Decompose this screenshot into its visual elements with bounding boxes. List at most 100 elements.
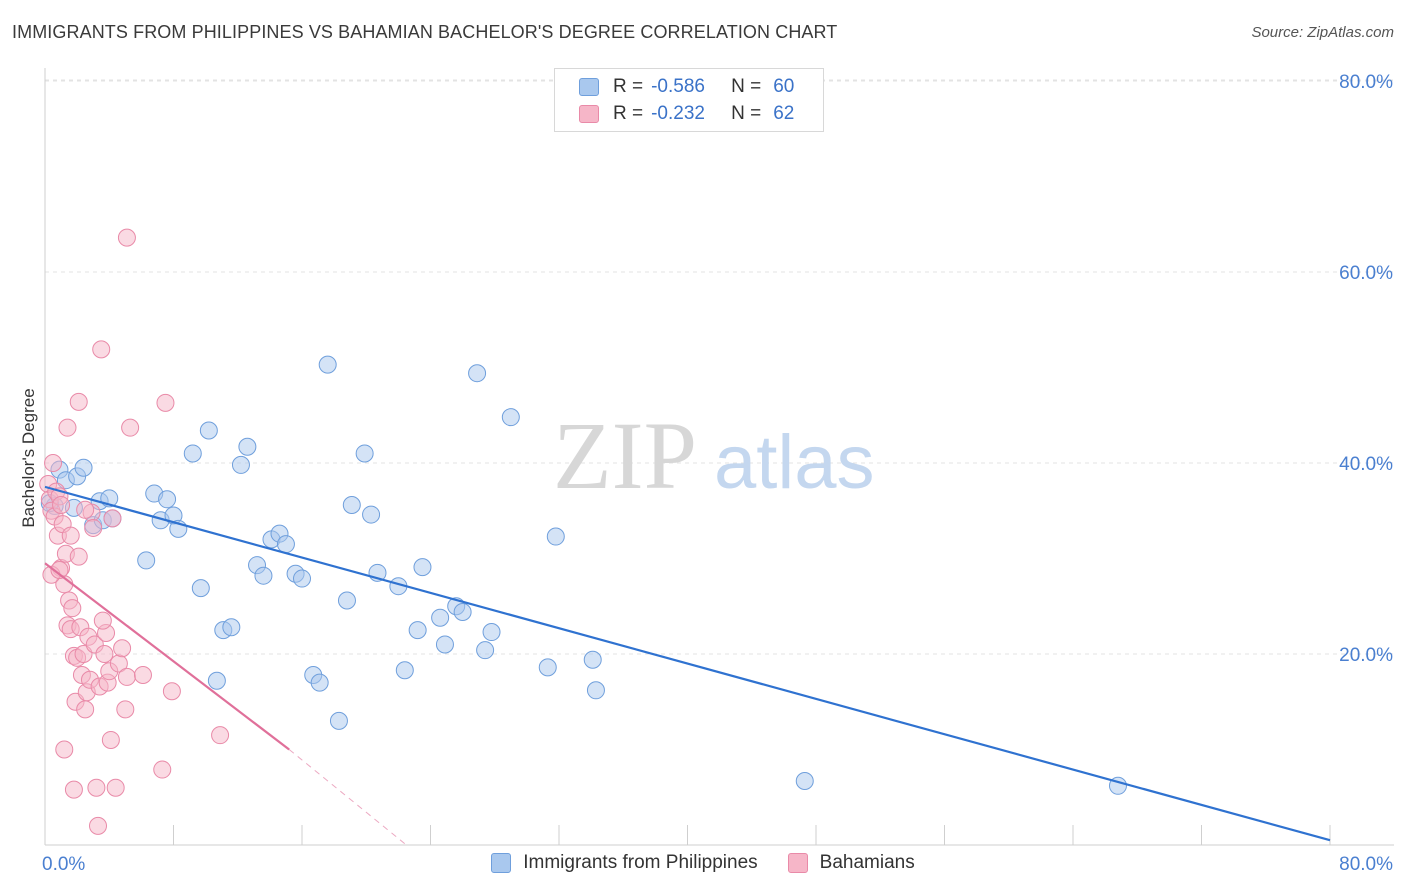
source-credit: Source: ZipAtlas.com	[1251, 24, 1394, 41]
point-philippines	[137, 551, 156, 570]
point-philippines	[222, 618, 241, 637]
point-philippines	[191, 579, 210, 598]
point-philippines	[254, 566, 273, 585]
series-swatch-philippines	[491, 853, 512, 873]
point-philippines	[501, 408, 520, 427]
point-philippines	[238, 437, 257, 456]
point-philippines	[538, 658, 557, 677]
point-bahamians	[76, 700, 95, 719]
series-label-bahamians: Bahamians	[819, 852, 915, 873]
legend-n-value: 60	[773, 76, 795, 97]
point-bahamians	[116, 700, 135, 719]
point-bahamians	[55, 740, 74, 759]
grid-lines	[45, 79, 1394, 655]
point-bahamians	[117, 667, 136, 686]
trend-line-bahamians	[44, 562, 290, 751]
point-philippines	[362, 505, 381, 524]
chart-title: IMMIGRANTS FROM PHILIPPINES VS BAHAMIAN …	[12, 22, 838, 42]
y-tick-label: 40.0%	[1339, 454, 1393, 475]
legend-r-value: -0.232	[651, 103, 705, 124]
y-tick-label: 80.0%	[1339, 72, 1393, 93]
point-bahamians	[84, 518, 103, 537]
point-bahamians	[121, 418, 140, 437]
x-tick-label: 0.0%	[42, 854, 85, 875]
point-bahamians	[50, 560, 69, 579]
legend-row-philippines: R = -0.586 N = 60	[579, 74, 794, 100]
legend-swatch-bahamians	[579, 105, 599, 123]
point-philippines	[583, 650, 602, 669]
legend-r-value: -0.586	[651, 76, 705, 97]
series-legend-philippines: Immigrants from Philippines	[491, 852, 758, 874]
point-philippines	[231, 455, 250, 474]
point-bahamians	[101, 730, 120, 749]
point-philippines	[342, 496, 361, 515]
point-bahamians	[64, 780, 83, 799]
watermark-atlas: atlas	[714, 420, 875, 505]
point-bahamians	[63, 599, 82, 618]
point-philippines	[310, 673, 329, 692]
point-philippines	[199, 421, 218, 440]
data-points	[39, 228, 1127, 835]
point-philippines	[453, 602, 472, 621]
y-tick-label: 20.0%	[1339, 645, 1393, 666]
axes	[44, 68, 1394, 846]
point-philippines	[468, 364, 487, 383]
point-bahamians	[92, 340, 111, 359]
point-philippines	[395, 661, 414, 680]
point-bahamians	[69, 392, 88, 411]
trend-lines	[44, 485, 1331, 846]
point-philippines	[482, 623, 501, 642]
watermark: ZIP atlas	[553, 402, 875, 509]
point-philippines	[408, 621, 427, 640]
point-bahamians	[52, 496, 71, 515]
point-philippines	[355, 444, 374, 463]
point-bahamians	[156, 393, 175, 412]
point-bahamians	[44, 454, 63, 472]
point-philippines	[795, 772, 814, 791]
point-philippines	[74, 458, 93, 477]
point-philippines	[546, 527, 565, 546]
point-philippines	[183, 444, 202, 463]
series-legend-bahamians: Bahamians	[787, 852, 915, 874]
point-bahamians	[89, 816, 108, 835]
tick-labels: 20.0% 40.0% 60.0% 80.0% 0.0% 80.0%	[42, 72, 1393, 875]
x-tick-label: 80.0%	[1339, 854, 1393, 875]
legend-swatch-philippines	[579, 78, 599, 96]
trend-line-bahamians-extension	[288, 749, 407, 846]
series-swatch-bahamians	[787, 853, 808, 873]
point-bahamians	[76, 500, 95, 519]
point-bahamians	[93, 611, 112, 630]
point-philippines	[337, 591, 356, 610]
legend-n-value: 62	[773, 103, 795, 124]
point-philippines	[431, 608, 450, 627]
legend-r-label: R =	[613, 103, 644, 124]
point-bahamians	[95, 645, 114, 663]
series-legend: Immigrants from Philippines Bahamians	[0, 852, 1406, 874]
point-bahamians	[153, 760, 172, 779]
point-philippines	[329, 711, 348, 730]
point-philippines	[276, 535, 295, 554]
legend-row-bahamians: R = -0.232 N = 62	[579, 101, 794, 127]
y-tick-label: 60.0%	[1339, 263, 1393, 284]
point-philippines	[318, 355, 337, 374]
legend-r-label: R =	[613, 76, 644, 97]
point-philippines	[435, 635, 454, 654]
legend-n-label: N =	[731, 76, 762, 97]
legend: R = -0.586 N = 60 R = -0.232 N = 62	[554, 68, 824, 132]
point-bahamians	[162, 682, 181, 701]
point-bahamians	[113, 639, 132, 658]
point-philippines	[413, 558, 432, 577]
watermark-zip: ZIP	[553, 402, 697, 509]
legend-n-label: N =	[731, 103, 762, 124]
point-bahamians	[61, 526, 80, 545]
point-bahamians	[58, 418, 77, 437]
point-philippines	[293, 569, 311, 588]
point-bahamians	[133, 666, 152, 685]
trend-line-philippines	[44, 485, 1331, 842]
point-bahamians	[103, 509, 122, 528]
y-axis-label: Bachelor's Degree	[19, 388, 38, 527]
point-bahamians	[106, 778, 125, 797]
point-bahamians	[211, 726, 230, 745]
point-bahamians	[117, 228, 136, 247]
